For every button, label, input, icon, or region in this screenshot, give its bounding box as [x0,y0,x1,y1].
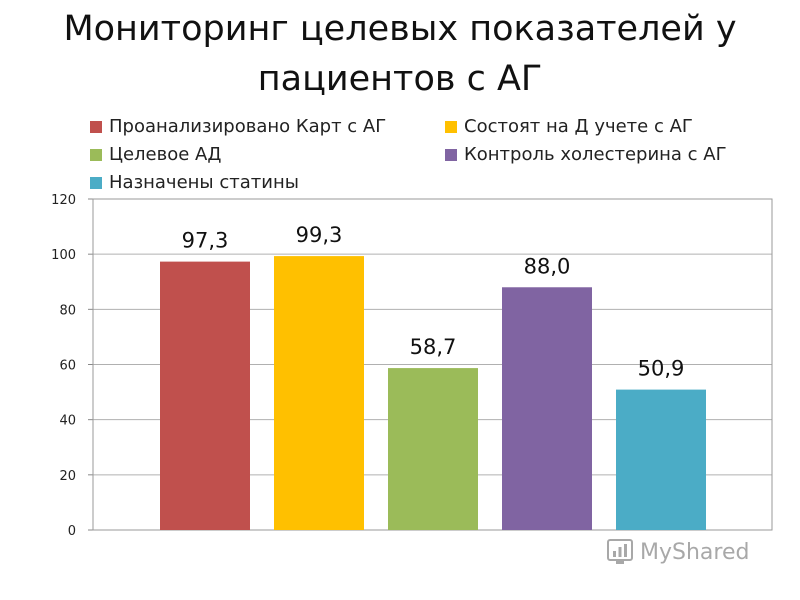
watermark-text: MyShared [640,539,750,565]
y-tick-label: 40 [59,414,76,429]
legend-item: Состоят на Д учете с АГ [445,116,693,137]
legend-swatch-1 [445,120,457,133]
y-tick-label: 60 [59,359,76,374]
legend-item: Назначены статины [90,172,299,193]
bar [160,261,250,530]
legend-label: Состоят на Д учете с АГ [464,116,693,137]
bar [388,368,478,530]
legend-item: Проанализировано Карт с АГ [90,116,386,137]
legend-swatch-0 [90,120,102,133]
legend-swatch-3 [445,148,457,161]
y-tick-label: 0 [68,524,76,539]
data-label: 88,0 [524,254,571,278]
legend-item: Контроль холестерина с АГ [445,144,727,165]
y-tick-label: 100 [51,248,76,263]
y-tick-label: 120 [51,193,76,208]
y-tick-label: 20 [59,469,76,484]
bar [616,389,706,530]
y-tick-label: 80 [59,303,76,318]
legend-label: Целевое АД [109,144,222,165]
legend-item: Целевое АД [90,144,221,165]
bar [274,256,364,530]
legend-swatch-4 [90,176,102,189]
legend-swatch-2 [90,148,102,161]
legend-label: Назначены статины [109,172,299,193]
chart-title: Мониторинг целевых показателей у пациент… [63,9,737,99]
bar [502,287,592,530]
legend-label: Проанализировано Карт с АГ [109,116,387,137]
myshared-watermark: MyShared [606,538,749,566]
data-label: 97,3 [182,229,229,253]
data-label: 58,7 [410,335,457,359]
data-label: 50,9 [638,357,685,381]
myshared-logo-icon [607,539,633,564]
legend-label: Контроль холестерина с АГ [464,144,727,165]
data-label: 99,3 [296,223,343,247]
